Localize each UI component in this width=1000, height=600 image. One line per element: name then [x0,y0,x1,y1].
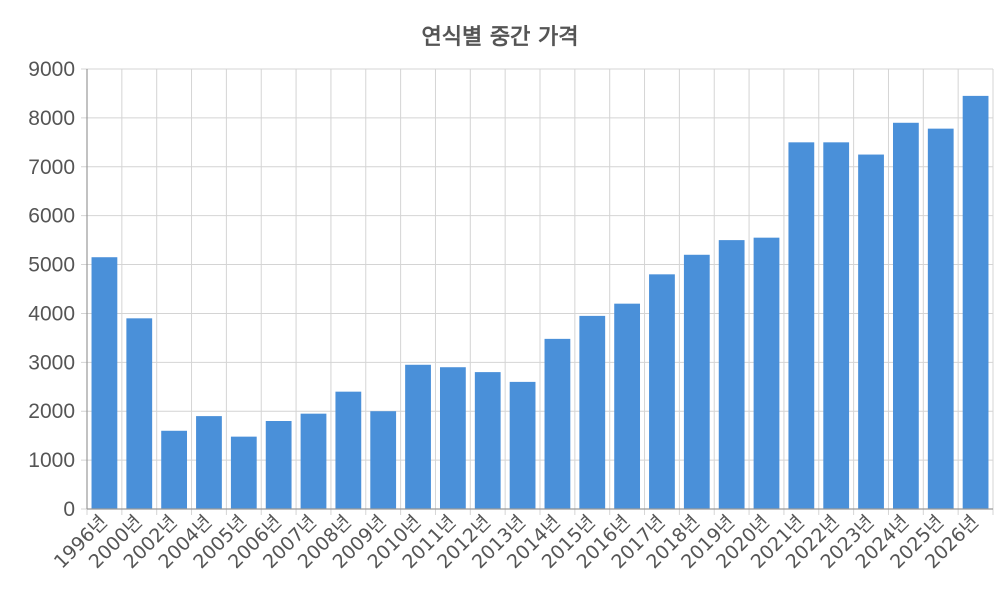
bar [161,430,188,509]
bar [579,315,606,509]
y-tick-label: 2000 [28,400,75,423]
y-tick-label: 3000 [28,351,75,374]
y-tick-label: 1000 [28,449,75,472]
bar [335,391,362,509]
y-tick-label: 9000 [28,58,75,81]
bar [474,372,501,509]
axis-layer [86,69,993,510]
y-tick-label: 7000 [28,156,75,179]
x-tick-labels: 1996년2000년2002년2004년2005년2006년2007년2008년… [50,511,983,573]
bar [300,413,327,509]
bar [753,237,780,509]
bar [927,128,954,509]
bars-layer [91,95,989,510]
y-tick-label: 4000 [28,302,75,325]
bar [892,122,919,510]
y-tick-label: 8000 [28,107,75,130]
y-tick-labels: 0 1000 2000 3000 4000 5000 6000 7000 8000 9000 [28,58,75,521]
bar [405,364,431,509]
bar [509,381,536,509]
bar [614,303,641,509]
y-tick-label: 0 [63,498,75,521]
bar [230,436,257,509]
bar [788,142,815,510]
bar [683,254,710,509]
y-tick-label: 5000 [28,254,75,277]
bar [962,95,989,509]
bar [196,416,222,509]
bar [858,154,884,510]
bar [370,411,397,509]
chart-title: 연식별 중간 가격 [422,25,579,50]
y-tick-label: 6000 [28,205,75,228]
grid-layer [81,68,994,515]
bar [823,142,850,510]
bar [649,274,675,509]
bar [126,318,153,509]
bar [439,367,466,509]
bar [91,257,118,509]
bar [544,338,571,509]
bar [718,240,745,509]
bar [265,421,292,509]
